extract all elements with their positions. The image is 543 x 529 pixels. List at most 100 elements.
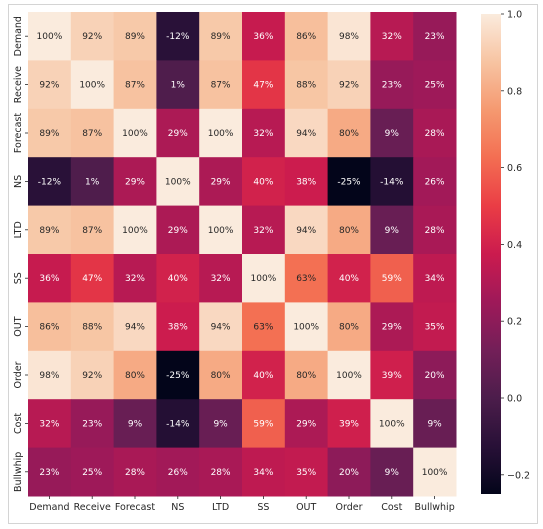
cell-annotation: 80% <box>296 371 316 381</box>
cell-annotation: 34% <box>425 274 445 284</box>
cell-annotation: 87% <box>82 226 102 236</box>
cell-annotation: 59% <box>382 274 402 284</box>
x-tick-label: Cost <box>381 502 402 513</box>
colorbar-tick-label: 0.6 <box>507 163 522 174</box>
heatmap-cell <box>413 108 457 158</box>
cell-annotation: 32% <box>211 274 231 284</box>
x-tick-label: Bullwhip <box>414 502 454 513</box>
heatmap-cell <box>199 302 243 352</box>
cell-annotation: 100% <box>37 32 63 42</box>
heatmap-cell <box>199 12 243 61</box>
cell-annotation: 32% <box>253 226 273 236</box>
heatmap-cell <box>242 302 286 352</box>
colorbar-tick-label: 1.0 <box>507 10 522 21</box>
cell-annotation: 92% <box>339 81 359 91</box>
heatmap-cell <box>370 254 414 303</box>
heatmap-cell <box>156 350 200 400</box>
x-tick-label: Receive <box>74 502 111 513</box>
cell-annotation: 23% <box>425 32 445 42</box>
cell-annotation: 38% <box>296 177 316 187</box>
heatmap-cell <box>156 302 200 352</box>
heatmap-cell <box>70 254 115 303</box>
cell-annotation: 20% <box>425 371 445 381</box>
heatmap-cell <box>113 350 157 400</box>
figure-frame <box>8 4 538 524</box>
heatmap-cell <box>199 205 243 255</box>
heatmap-cell <box>28 12 72 61</box>
cell-annotation: 63% <box>253 323 273 333</box>
cell-annotation: 32% <box>382 32 402 42</box>
heatmap-cell <box>370 12 414 61</box>
x-tick-label: Order <box>336 502 363 513</box>
heatmap-cell <box>199 108 243 158</box>
heatmap-cell <box>70 350 115 400</box>
cell-annotation: 88% <box>82 323 102 333</box>
heatmap-cell <box>413 350 457 400</box>
heatmap-cell <box>199 447 243 497</box>
heatmap-cell <box>284 254 329 303</box>
heatmap-cell <box>284 12 329 61</box>
cell-annotation: 38% <box>168 323 188 333</box>
cell-annotation: 26% <box>168 468 188 478</box>
cell-annotation: 94% <box>125 323 145 333</box>
cell-annotation: 86% <box>39 323 59 333</box>
heatmap-cell <box>370 399 414 449</box>
colorbar-tick-label: 0.2 <box>507 317 522 328</box>
cell-annotation: 80% <box>125 371 145 381</box>
y-tick-label: LTD <box>13 221 24 238</box>
heatmap-cell <box>370 60 414 110</box>
heatmap-cell <box>370 157 414 207</box>
cell-annotation: 9% <box>213 419 228 429</box>
cell-annotation: 28% <box>211 468 231 478</box>
heatmap-cell <box>113 60 157 110</box>
x-tick-label: SS <box>257 502 269 513</box>
heatmap-cell <box>113 254 157 303</box>
heatmap-cell <box>199 60 243 110</box>
heatmap-cell <box>28 157 72 207</box>
y-tick-label: Bullwhip <box>13 452 24 492</box>
heatmap-cell <box>242 157 286 207</box>
heatmap-cell <box>242 205 286 255</box>
cell-annotation: 40% <box>253 177 273 187</box>
x-tick-label: Forecast <box>115 502 155 513</box>
heatmap-cell <box>113 157 157 207</box>
cell-annotation: 94% <box>211 323 231 333</box>
cell-annotation: -12% <box>166 32 190 42</box>
y-tick-label: NS <box>13 175 24 188</box>
cell-annotation: 47% <box>82 274 102 284</box>
heatmap-cell <box>327 399 371 449</box>
heatmap-cell <box>242 447 286 497</box>
heatmap-cell <box>327 350 371 400</box>
heatmap-cell <box>156 12 200 61</box>
heatmap-cell <box>413 12 457 61</box>
cell-annotation: 39% <box>339 419 359 429</box>
cell-annotation: 20% <box>339 468 359 478</box>
cell-annotation: 80% <box>211 371 231 381</box>
heatmap-cell <box>28 350 72 400</box>
cell-annotation: 1% <box>85 177 100 187</box>
heatmap-cell <box>327 157 371 207</box>
cell-annotation: 29% <box>382 323 402 333</box>
heatmap-cell <box>70 302 115 352</box>
cell-annotation: 89% <box>125 32 145 42</box>
heatmap-cell <box>156 60 200 110</box>
heatmap-cell <box>413 60 457 110</box>
y-tick-label: Order <box>13 361 24 388</box>
heatmap-cell <box>199 157 243 207</box>
heatmap-cell <box>242 60 286 110</box>
x-tick-label: Demand <box>29 502 69 513</box>
cell-annotation: 25% <box>425 81 445 91</box>
y-tick-label: Cost <box>13 413 24 434</box>
heatmap-cell <box>70 108 115 158</box>
cell-annotation: 100% <box>379 419 405 429</box>
heatmap-cell <box>28 254 72 303</box>
cell-annotation: 35% <box>296 468 316 478</box>
cell-annotation: 9% <box>385 468 400 478</box>
cell-annotation: 28% <box>425 226 445 236</box>
heatmap-cell <box>28 60 72 110</box>
heatmap-cell <box>413 157 457 207</box>
cell-annotation: 29% <box>211 177 231 187</box>
colorbar-tick-label: 0.4 <box>507 240 522 251</box>
cell-annotation: 40% <box>339 274 359 284</box>
heatmap-cell <box>28 205 72 255</box>
